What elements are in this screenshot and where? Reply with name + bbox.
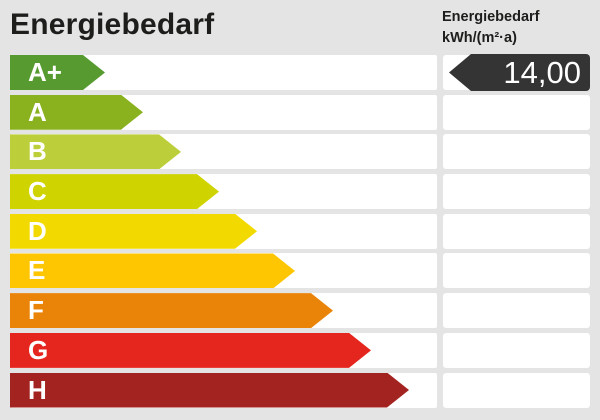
- class-bar-g: G: [10, 333, 371, 368]
- unit-header-line1: Energiebedarf: [442, 9, 540, 25]
- scale-row-h: H: [10, 372, 590, 408]
- class-bar-c: C: [10, 174, 219, 209]
- class-bar-a: A: [10, 95, 143, 130]
- class-label: B: [28, 136, 47, 167]
- scale-row-a: A: [10, 94, 590, 130]
- class-bar-h: H: [10, 373, 409, 408]
- class-label: D: [28, 215, 47, 246]
- scale-band-right: [443, 174, 590, 210]
- class-bar-f: F: [10, 293, 333, 328]
- class-bar-b: B: [10, 134, 181, 169]
- energy-scale: A+ 14,00 A B C D E F G H: [10, 54, 590, 412]
- scale-row-b: B: [10, 134, 590, 170]
- class-bar-aplus: A+: [10, 55, 105, 90]
- class-label: F: [28, 295, 44, 326]
- scale-band-right: [443, 372, 590, 408]
- scale-band-right: [443, 94, 590, 130]
- scale-row-f: F: [10, 293, 590, 329]
- scale-band-right: [443, 253, 590, 289]
- scale-band-right: [443, 134, 590, 170]
- scale-row-aplus: A+ 14,00: [10, 54, 590, 91]
- scale-band-right: [443, 332, 590, 368]
- value-text: 14,00: [503, 55, 581, 90]
- unit-header: Energiebedarf kWh/(m²·a): [442, 7, 540, 49]
- class-bar-e: E: [10, 253, 295, 288]
- class-label: C: [28, 176, 47, 207]
- scale-row-d: D: [10, 213, 590, 249]
- scale-band-right: [443, 293, 590, 329]
- scale-row-g: G: [10, 332, 590, 368]
- unit-header-line2: kWh/(m²·a): [442, 30, 517, 46]
- scale-band-right: [443, 213, 590, 249]
- class-label: H: [28, 374, 47, 405]
- class-label: A+: [28, 57, 62, 87]
- page-title: Energiebedarf: [10, 8, 215, 41]
- scale-row-e: E: [10, 253, 590, 289]
- class-label: G: [28, 334, 49, 365]
- class-label: E: [28, 255, 46, 286]
- class-bar-d: D: [10, 214, 257, 249]
- class-label: A: [28, 96, 47, 127]
- value-arrow: 14,00: [449, 54, 590, 91]
- scale-row-c: C: [10, 174, 590, 210]
